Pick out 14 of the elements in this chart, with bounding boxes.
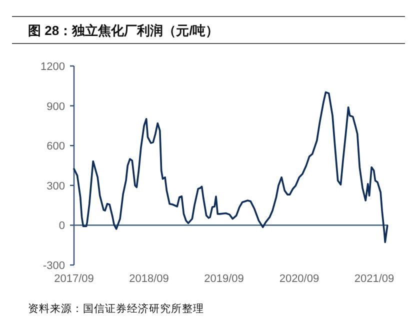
x-tick-label: 2017/09 xyxy=(54,273,94,285)
y-tick-label: 0 xyxy=(58,220,65,232)
y-tick-label: 900 xyxy=(46,100,65,113)
y-tick-label: 300 xyxy=(46,180,65,192)
x-tick-label: 2019/09 xyxy=(204,273,244,285)
x-tick-label: 2020/09 xyxy=(279,273,320,285)
y-tick-label: 600 xyxy=(46,140,65,153)
text: 资料来源：国信证券经济研究所整理 xyxy=(28,302,204,315)
chart-title: 图 28：独立焦化厂利润（元/吨） xyxy=(28,23,219,38)
x-tick-label: 2021/09 xyxy=(354,273,394,285)
x-tick-label: 2018/09 xyxy=(129,273,169,285)
y-tick-label: 1200 xyxy=(40,61,65,73)
line-series xyxy=(73,91,388,244)
y-tick-label: -300 xyxy=(42,260,65,272)
